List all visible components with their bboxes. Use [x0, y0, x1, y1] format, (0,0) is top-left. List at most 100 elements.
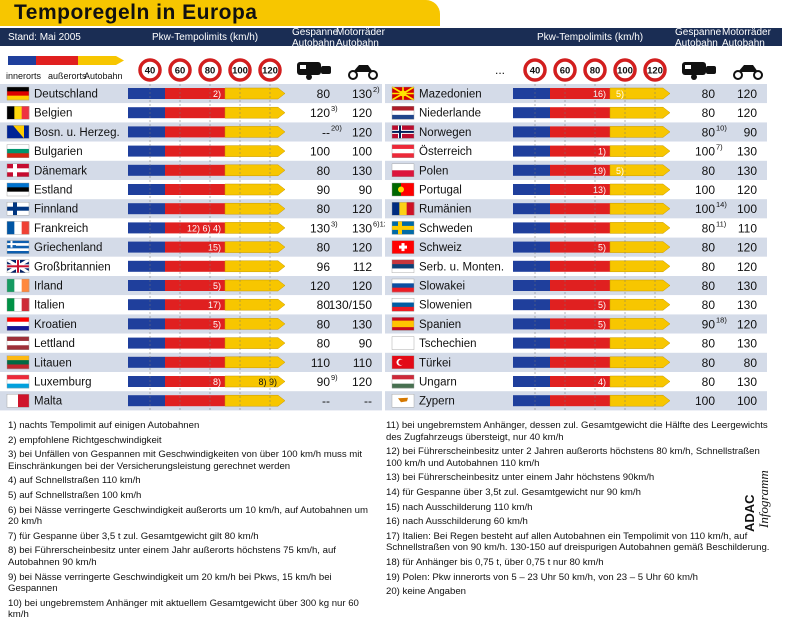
- footnote: 20) keine Angaben: [386, 586, 467, 598]
- gespanne-value: 100: [695, 394, 715, 408]
- flag-icon: [391, 336, 415, 350]
- bar-ausserorts: [550, 222, 610, 234]
- motorrad-value: 100: [737, 394, 757, 408]
- bar-autobahn: [609, 222, 671, 234]
- footnote: 16) nach Ausschilderung 60 km/h: [386, 516, 528, 528]
- caravan-wheel: [691, 74, 697, 80]
- gespanne-note: 20): [331, 123, 342, 132]
- bar-innerorts: [513, 299, 550, 311]
- flag-stripe: [392, 106, 414, 111]
- gespanne-note: 18): [716, 315, 727, 324]
- motorrad-value: 130: [737, 337, 757, 351]
- bar-note: 5): [598, 319, 606, 329]
- bar-innerorts: [128, 222, 165, 234]
- country-name: Lettland: [34, 338, 75, 350]
- flag-border: [391, 221, 415, 235]
- flag-icon: [391, 105, 415, 120]
- bar-ausserorts: [550, 88, 610, 99]
- gespanne-note: 11): [716, 219, 727, 228]
- flag-border: [6, 374, 30, 389]
- flag-icon: [6, 105, 30, 120]
- footnote: 3) bei Unfällen von Gespannen mit Geschw…: [8, 449, 363, 472]
- bar-note: 5): [598, 300, 606, 310]
- legend-dots: ...: [495, 63, 505, 77]
- bar-autobahn: [609, 260, 671, 273]
- country-name: Tschechien: [419, 338, 477, 350]
- flag-border: [391, 125, 415, 139]
- flag-icon: [391, 144, 415, 158]
- flag-cross: [392, 225, 414, 230]
- bar-ausserorts: [165, 126, 225, 138]
- bar-note: 15): [208, 243, 221, 253]
- bar-innerorts: [128, 260, 165, 272]
- bar-innerorts: [128, 88, 165, 99]
- flag-border: [6, 317, 30, 331]
- bar-ausserorts: [165, 164, 225, 176]
- flag-icon: [6, 394, 30, 408]
- footnote: 2) empfohlene Richtgeschwindigkeit: [8, 434, 162, 446]
- flag-stripe: [18, 394, 29, 408]
- gespanne-value: 80: [317, 298, 331, 312]
- motorrad-value: 110: [738, 221, 757, 235]
- gespanne-note: 14): [716, 200, 727, 209]
- gespanne-value: 80: [702, 87, 716, 101]
- bar-autobahn: [609, 183, 671, 196]
- car-icon: [321, 66, 331, 74]
- flag-stripe: [392, 153, 414, 158]
- bar-note: 5): [598, 243, 606, 253]
- motorcycle-icon: [738, 65, 758, 72]
- motorrad-value: 112: [353, 260, 372, 274]
- chart-title: Temporegeln in Europa: [14, 1, 258, 24]
- speed-sign-100: [613, 58, 637, 82]
- bar-innerorts: [128, 318, 165, 330]
- bar-innerorts: [513, 222, 550, 234]
- flag-icon: [6, 125, 30, 139]
- flag-icon: [391, 201, 415, 216]
- flag-border: [6, 355, 30, 369]
- motorrad-value: 120: [352, 125, 372, 139]
- footnote: 6) bei Nässe verringerte Geschwindigkeit…: [8, 504, 368, 528]
- motorrad-value: 130: [352, 221, 372, 235]
- bar-ausserorts: [165, 299, 225, 311]
- flag-stripe: [7, 243, 29, 246]
- flag-stripe: [7, 355, 29, 361]
- flag-border: [6, 336, 30, 350]
- bar-note: 5): [213, 319, 221, 329]
- flag-icon: [6, 163, 30, 178]
- motorcycle-icon: [353, 65, 373, 72]
- flag-border: [6, 201, 30, 216]
- flag-stripe: [392, 298, 414, 303]
- footnote: 10) bei ungebremstem Anhänger mit aktuel…: [8, 597, 359, 621]
- flag-stripe: [7, 144, 29, 150]
- flag-stripe: [7, 279, 15, 292]
- bar-note: 2): [213, 89, 221, 99]
- bar-autobahn: [224, 241, 286, 253]
- flag-border: [391, 163, 415, 178]
- gespanne-value: 80: [702, 356, 716, 370]
- country-name: Italien: [34, 300, 65, 312]
- bar-ausserorts: [165, 241, 225, 253]
- gespanne-value: --: [322, 125, 330, 139]
- bar-innerorts: [513, 203, 550, 215]
- flag-stripe: [392, 283, 414, 288]
- flag-border: [391, 394, 415, 408]
- bar-autobahn: [609, 202, 671, 215]
- country-name: Slowenien: [419, 300, 472, 312]
- flag-field: [392, 336, 414, 350]
- bar-ausserorts: [165, 376, 225, 387]
- flag-icon: [391, 221, 415, 235]
- bar-autobahn: [609, 145, 671, 157]
- speed-sign-label: 80: [590, 66, 601, 77]
- flag-stripe: [21, 279, 30, 292]
- flag-border: [391, 201, 415, 216]
- bar-ausserorts: [550, 337, 610, 349]
- motorrad-value: 120: [737, 106, 757, 120]
- flag-stripe: [7, 317, 29, 323]
- flag-stripe: [401, 183, 414, 196]
- flag-icon: [6, 355, 30, 370]
- gespanne-value: 80: [702, 260, 716, 274]
- bar-autobahn: [609, 279, 671, 292]
- flag-stripe: [7, 221, 15, 235]
- country-name: Spanien: [419, 319, 461, 331]
- bar-innerorts: [128, 203, 165, 215]
